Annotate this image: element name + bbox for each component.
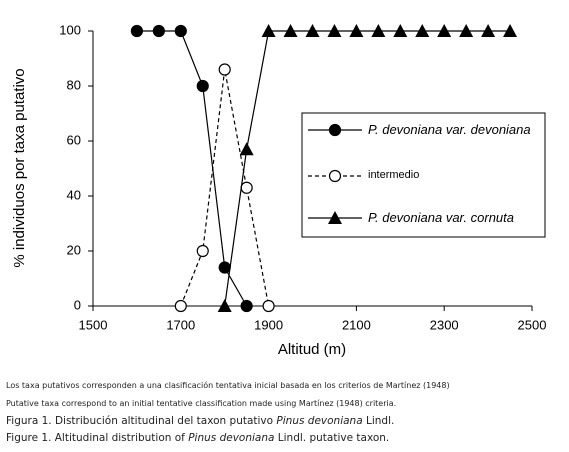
data-point bbox=[327, 24, 342, 37]
x-tick-label: 2500 bbox=[518, 317, 547, 332]
caption-line: Los taxa putativos corresponden a una cl… bbox=[6, 377, 450, 395]
data-point bbox=[218, 261, 231, 274]
data-point bbox=[459, 24, 474, 37]
y-tick-label: 0 bbox=[74, 297, 81, 312]
y-tick-label: 20 bbox=[67, 242, 81, 257]
y-tick-label: 80 bbox=[67, 77, 81, 92]
caption-line: Putative taxa correspond to an initial t… bbox=[6, 395, 450, 413]
y-tick-label: 40 bbox=[67, 187, 81, 202]
data-point bbox=[437, 24, 452, 37]
chart: Altitud (m) % individuos por taxa putati… bbox=[11, 22, 547, 358]
legend-marker bbox=[328, 123, 342, 137]
data-point bbox=[130, 24, 143, 38]
data-point bbox=[262, 299, 275, 313]
caption-text: Los taxa putativos corresponden a una cl… bbox=[6, 381, 450, 390]
data-point bbox=[371, 24, 386, 37]
data-point bbox=[481, 24, 496, 37]
data-point bbox=[349, 24, 364, 37]
data-point bbox=[218, 63, 231, 76]
x-tick-label: 1500 bbox=[79, 317, 108, 332]
caption-text: Pinus devoniana bbox=[188, 432, 275, 444]
y-tick-label: 60 bbox=[67, 132, 81, 147]
data-point bbox=[152, 24, 165, 38]
data-point bbox=[196, 79, 209, 93]
x-tick-label: 1900 bbox=[254, 317, 283, 332]
legend-label: intermedio bbox=[368, 169, 420, 181]
x-tick-label: 2100 bbox=[342, 317, 371, 332]
series-line bbox=[180, 69, 270, 307]
data-point bbox=[174, 299, 187, 313]
data-point bbox=[239, 142, 254, 156]
legend-label: P. devoniana var. cornuta bbox=[368, 210, 514, 225]
y-tick-label: 100 bbox=[59, 22, 81, 37]
data-point bbox=[305, 24, 320, 37]
caption-line: Figura 1. Distribución altitudinal del t… bbox=[6, 413, 450, 430]
x-tick-label: 2300 bbox=[430, 317, 459, 332]
caption-text: Figure 1. Altitudinal distribution of bbox=[6, 432, 189, 444]
data-point bbox=[503, 24, 518, 37]
data-point bbox=[196, 244, 209, 258]
caption-text: Lindl. putative taxon. bbox=[274, 432, 390, 444]
legend-box bbox=[301, 112, 546, 238]
data-point bbox=[283, 24, 298, 37]
x-tick-label: 1700 bbox=[166, 317, 195, 332]
legend-marker bbox=[328, 169, 342, 183]
data-point bbox=[240, 181, 253, 194]
y-axis-label: % individuos por taxa putativo bbox=[11, 68, 28, 267]
legend-marker bbox=[328, 211, 342, 224]
x-axis-label: Altitud (m) bbox=[278, 341, 346, 358]
caption-line: Figure 1. Altitudinal distribution of Pi… bbox=[6, 430, 450, 447]
data-point bbox=[261, 24, 276, 37]
caption-text: Lindl. bbox=[362, 415, 395, 427]
data-point bbox=[240, 299, 253, 313]
caption-text: Figura 1. Distribución altitudinal del t… bbox=[6, 415, 277, 427]
captions: Los taxa putativos corresponden a una cl… bbox=[6, 377, 450, 447]
data-point bbox=[217, 299, 232, 312]
caption-text: Pinus devoniana bbox=[276, 415, 363, 427]
data-point bbox=[393, 24, 408, 37]
data-point bbox=[415, 24, 430, 37]
caption-text: Putative taxa correspond to an initial t… bbox=[6, 399, 397, 408]
legend-label: P. devoniana var. devoniana bbox=[368, 122, 531, 137]
data-point bbox=[174, 24, 187, 38]
